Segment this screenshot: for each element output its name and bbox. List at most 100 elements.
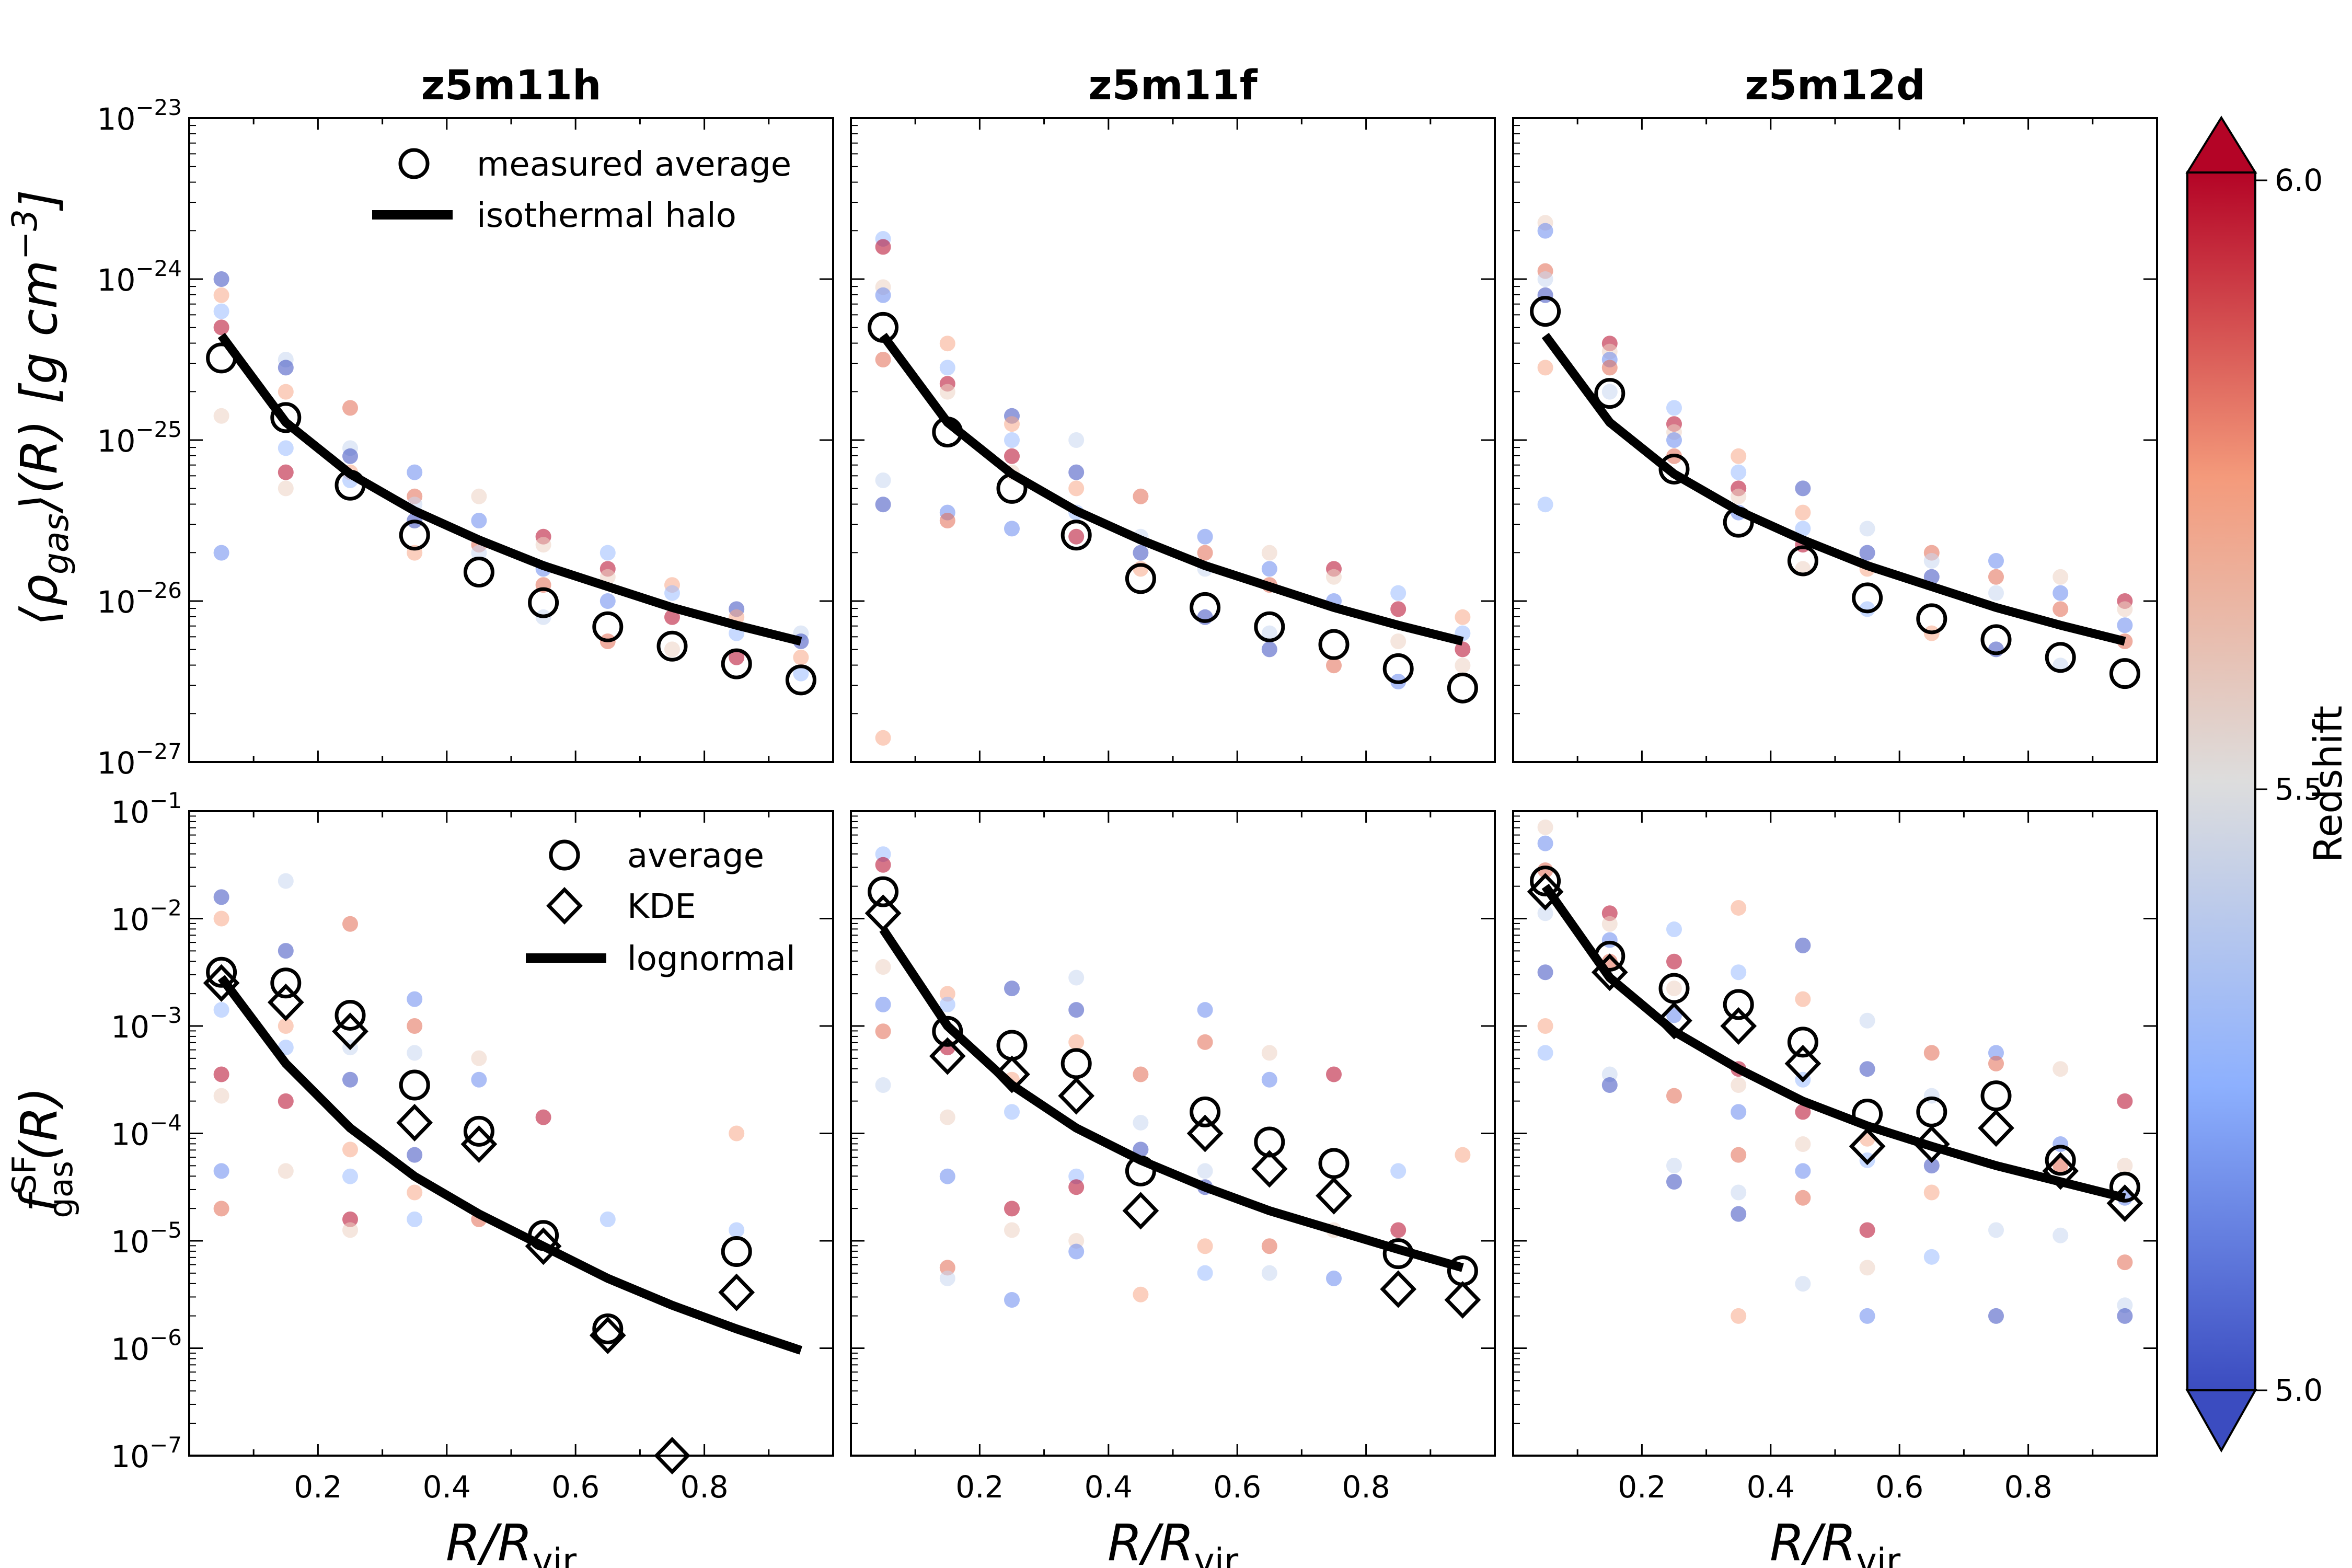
panel-bottom-3-scatter-point <box>1731 1104 1747 1120</box>
panel-bottom-1-ytick-label: 10−4 <box>111 1110 182 1152</box>
panel-bottom-2-xtick-label: 0.8 <box>1342 1469 1390 1505</box>
panel-top-3-scatter-point <box>1666 400 1682 416</box>
panel-bottom-2-kde-marker <box>994 1055 1030 1093</box>
panel-bottom-2-scatter-point <box>1261 1265 1277 1281</box>
panel-bottom-3-kde-marker <box>1720 1007 1757 1045</box>
panel-bottom-3-scatter-point <box>1988 1045 2004 1061</box>
panel-bottom-1-kde-marker <box>203 964 240 1002</box>
panel-bottom-2-scatter-point <box>939 1109 955 1125</box>
panel-bottom-3-scatter-point <box>1795 1136 1811 1152</box>
panel-top-1-scatter-point <box>278 440 294 456</box>
panel-top-1-ytick-label: 10−23 <box>97 95 182 137</box>
panel-top-3-scatter-point <box>1988 569 2004 585</box>
colorbar-frame <box>2186 171 2256 1391</box>
panel-top-1-scatter-point <box>471 513 487 528</box>
colorbar-extend-bottom <box>2185 1389 2257 1453</box>
panel-bottom-3-scatter-point <box>1666 921 1682 938</box>
panel-bottom-3-scatter-point <box>2117 1158 2133 1174</box>
panel-bottom-3-scatter-point <box>2053 1061 2069 1077</box>
panel-top-2-scatter-point <box>1068 464 1085 480</box>
panel-bottom-3-scatter-point <box>1731 1147 1747 1163</box>
panel-bottom-3-scatter-point <box>1859 1222 1875 1238</box>
panel-bottom-3-scatter-point <box>1666 1158 1682 1174</box>
panel-bottom-1-scatter-point <box>342 1222 358 1238</box>
panel-top-1-scatter-point <box>278 360 294 376</box>
panel-bottom-1-ytick-label: 10−7 <box>111 1432 182 1474</box>
panel-top-1-average-marker <box>592 611 624 642</box>
panel-top-2-scatter-point <box>1004 432 1020 448</box>
ylabel-top: ⟨ρgas⟩(R) [g cm−3] <box>5 190 76 626</box>
panel-bottom-1-scatter-point <box>342 1211 358 1227</box>
panel-bottom-2-scatter-point <box>939 1260 955 1276</box>
panel-top-1-scatter-point <box>407 464 423 480</box>
panel-top-2-scatter-point <box>875 352 891 367</box>
panel-bottom-1-scatter-point <box>407 1147 423 1163</box>
panel-top-2-scatter-point <box>1133 545 1149 561</box>
panel-top-3-average-marker <box>1658 453 1690 485</box>
panel-bottom-2-scatter-point <box>939 1168 955 1184</box>
panel-bottom-2-scatter-point <box>875 857 891 873</box>
panel-bottom-2-average-marker <box>996 1030 1028 1061</box>
panel-top-1-average-marker <box>528 587 559 618</box>
panel-bottom-3-scatter-point <box>1601 1066 1618 1082</box>
panel-top-2-scatter-point <box>1004 448 1020 464</box>
panel-top-3-scatter-point <box>2053 601 2069 617</box>
panel-bottom-1-kde-marker <box>460 1125 498 1163</box>
panel-top-1-scatter-point <box>278 480 294 497</box>
panel-top-3-scatter-point <box>1731 448 1747 464</box>
panel-bottom-2-xlabel: R/Rvir <box>1108 1514 1239 1568</box>
panel-bottom-2-scatter-point <box>1068 1243 1085 1260</box>
panel-bottom-3-kde-marker <box>1849 1127 1886 1166</box>
panel-bottom-3-scatter-point <box>1731 1184 1747 1201</box>
panel-bottom-2-scatter-point <box>939 1270 955 1286</box>
panel-bottom-1-ytick-label: 10−5 <box>111 1217 182 1260</box>
panel-bottom-1-kde-marker <box>718 1273 755 1311</box>
panel-bottom-2-scatter-point <box>1133 1066 1149 1082</box>
legend-marker-circle-bottom <box>549 839 580 871</box>
panel-bottom-3-xtick-label: 0.6 <box>1875 1469 1923 1505</box>
panel-top-3-scatter-point <box>1666 432 1682 448</box>
panel-bottom-3-scatter-point <box>1537 964 1553 981</box>
panel-top-2-scatter-point <box>1004 521 1020 537</box>
panel-bottom-2-scatter-point <box>875 846 891 862</box>
panel-bottom-2-kde-marker <box>864 894 902 932</box>
panel-top-1-scatter-point <box>599 593 616 609</box>
panel-top-2-scatter-point <box>875 239 891 255</box>
panel-bottom-3-kde-marker <box>1978 1109 2014 1147</box>
panel-top-2-scatter-point <box>1261 545 1277 561</box>
panel-top-3-average-marker <box>1852 582 1883 614</box>
panel-bottom-2-scatter-point <box>1004 1201 1020 1217</box>
panel-bottom-1-scatter-point <box>535 1109 551 1125</box>
panel-top-3-average-marker <box>1723 506 1754 538</box>
panel-top-1-average-marker <box>270 402 302 433</box>
panel-bottom-1-scatter-point <box>278 1163 294 1179</box>
marker-layer <box>203 296 2143 1475</box>
panel-bottom-1-average-marker <box>206 956 237 988</box>
panel-bottom-2-scatter-point <box>1197 1002 1213 1018</box>
panel-bottom-2-scatter-point <box>1133 1286 1149 1302</box>
panel-top-1-scatter-point <box>213 545 229 561</box>
panel-bottom-1-kde-marker <box>654 1436 690 1475</box>
panel-top-2-scatter-point <box>939 513 955 528</box>
panel-bottom-3-average-marker <box>2109 1171 2140 1203</box>
panel-top-3-scatter-point <box>1537 360 1553 376</box>
panel-bottom-3-xtick-label: 0.8 <box>2004 1469 2052 1505</box>
panel-bottom-1-scatter-point <box>729 1222 745 1238</box>
panel-top-1-scatter-point <box>664 585 680 601</box>
legend-label-average: average <box>627 837 764 875</box>
panel-bottom-2-scatter-point <box>1133 1114 1149 1131</box>
panel-bottom-1-kde-marker <box>396 1103 433 1142</box>
panel-bottom-2-scatter-point <box>1326 1270 1342 1286</box>
panel-bottom-2-kde-marker <box>1186 1114 1224 1152</box>
panel-bottom-1-scatter-point <box>213 889 229 905</box>
panel-bottom-3-scatter-point <box>1666 1088 1682 1104</box>
panel-top-1-ytick-label: 10−26 <box>97 578 182 620</box>
panel-top-2-average-marker <box>1190 592 1221 623</box>
panel-top-1-average-marker <box>335 469 366 501</box>
panel-bottom-1-scatter-point <box>407 1184 423 1201</box>
panel-bottom-3-average-marker <box>1594 940 1625 972</box>
panel-top-1-scatter-point <box>213 287 229 303</box>
panel-bottom-2-kde-marker <box>1380 1270 1417 1308</box>
panel-bottom-3-xlabel: R/Rvir <box>1770 1514 1901 1568</box>
